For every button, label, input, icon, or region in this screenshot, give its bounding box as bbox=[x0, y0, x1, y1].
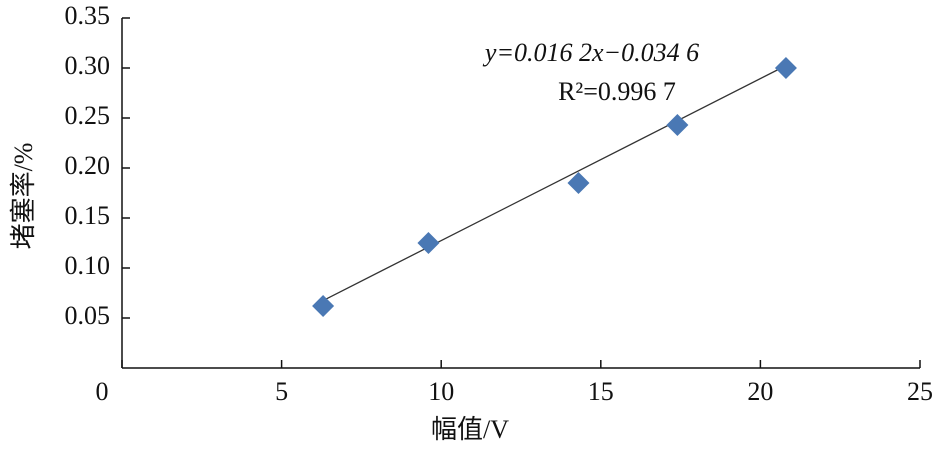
trendline bbox=[322, 65, 787, 302]
x-tick-label: 20 bbox=[747, 377, 773, 406]
point bbox=[567, 172, 590, 194]
x-axis-label: 幅值/V bbox=[431, 415, 509, 444]
point bbox=[666, 114, 689, 136]
x-tick-label: 10 bbox=[428, 377, 454, 406]
y-tick-label: 0.10 bbox=[65, 251, 111, 280]
equation: y=0.016 2x−0.034 6 bbox=[482, 38, 699, 67]
point bbox=[417, 232, 440, 254]
y-tick-label: 0.35 bbox=[65, 1, 111, 30]
y-tick-label: 0.25 bbox=[65, 101, 111, 130]
y-tick-label: 0.05 bbox=[65, 301, 111, 330]
y-tick-label: 0.20 bbox=[65, 151, 111, 180]
x-tick-label: 15 bbox=[588, 377, 614, 406]
r-squared: R²=0.996 7 bbox=[558, 77, 676, 106]
y-tick-label: 0.15 bbox=[65, 201, 111, 230]
x-tick-label: 0 bbox=[96, 377, 109, 406]
x-tick-label: 5 bbox=[275, 377, 288, 406]
point bbox=[774, 57, 797, 79]
x-tick-label: 25 bbox=[907, 377, 933, 406]
y-tick-label: 0.30 bbox=[65, 51, 111, 80]
point bbox=[312, 295, 335, 317]
y-axis-label: 堵塞率/% bbox=[9, 143, 38, 250]
